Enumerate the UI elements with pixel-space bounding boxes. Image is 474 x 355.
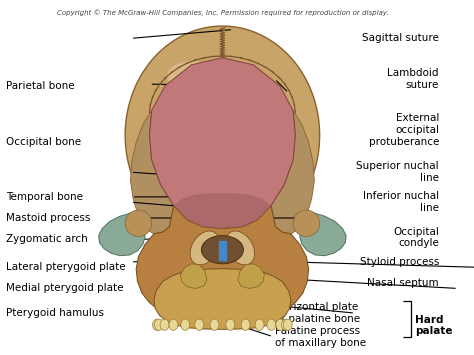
Text: Copyright © The McGraw-Hill Companies, Inc. Permission required for reproduction: Copyright © The McGraw-Hill Companies, I… xyxy=(56,9,388,16)
Polygon shape xyxy=(271,110,314,234)
Text: Nasal septum: Nasal septum xyxy=(367,278,439,288)
Ellipse shape xyxy=(255,319,264,331)
Ellipse shape xyxy=(226,319,235,331)
Text: Zygomatic arch: Zygomatic arch xyxy=(6,234,88,244)
Text: External
occipital
protuberance: External occipital protuberance xyxy=(369,113,439,147)
Text: Inferior nuchal
line: Inferior nuchal line xyxy=(363,191,439,213)
Text: Temporal bone: Temporal bone xyxy=(6,192,83,202)
Text: Superior nuchal
line: Superior nuchal line xyxy=(356,162,439,183)
Ellipse shape xyxy=(226,231,255,265)
Text: Styloid process: Styloid process xyxy=(360,257,439,267)
Ellipse shape xyxy=(125,210,152,236)
Text: Horizontal plate
of palatine bone: Horizontal plate of palatine bone xyxy=(275,302,361,324)
Ellipse shape xyxy=(169,319,178,331)
Polygon shape xyxy=(149,58,295,229)
Polygon shape xyxy=(130,110,174,234)
Polygon shape xyxy=(99,213,145,256)
Polygon shape xyxy=(238,264,264,289)
Text: Lateral pterygoid plate: Lateral pterygoid plate xyxy=(6,262,126,272)
Ellipse shape xyxy=(201,236,243,264)
Ellipse shape xyxy=(241,319,250,331)
Text: Sagittal suture: Sagittal suture xyxy=(362,33,439,43)
Ellipse shape xyxy=(181,319,190,331)
Text: Occipital bone: Occipital bone xyxy=(6,137,81,147)
Ellipse shape xyxy=(155,319,164,331)
Polygon shape xyxy=(136,206,309,324)
Ellipse shape xyxy=(283,319,292,331)
Text: Occipital
condyle: Occipital condyle xyxy=(393,226,439,248)
Text: Palatine process
of maxillary bone: Palatine process of maxillary bone xyxy=(275,326,366,348)
Text: Parietal bone: Parietal bone xyxy=(6,81,74,91)
Ellipse shape xyxy=(195,319,204,331)
Ellipse shape xyxy=(190,231,219,265)
Ellipse shape xyxy=(210,319,219,331)
Ellipse shape xyxy=(267,319,276,331)
Polygon shape xyxy=(181,264,207,289)
Ellipse shape xyxy=(293,210,319,236)
Text: Mastoid process: Mastoid process xyxy=(6,213,90,223)
Polygon shape xyxy=(125,26,319,245)
Ellipse shape xyxy=(282,319,291,331)
Polygon shape xyxy=(300,213,346,256)
Polygon shape xyxy=(154,269,291,329)
Text: Lambdoid
suture: Lambdoid suture xyxy=(387,68,439,90)
Text: Hard
palate: Hard palate xyxy=(415,315,452,336)
Ellipse shape xyxy=(153,319,162,331)
Ellipse shape xyxy=(160,319,169,331)
Text: Pterygoid hamulus: Pterygoid hamulus xyxy=(6,308,104,318)
Polygon shape xyxy=(174,193,271,229)
Text: Medial pterygoid plate: Medial pterygoid plate xyxy=(6,283,123,294)
Ellipse shape xyxy=(276,319,285,331)
Ellipse shape xyxy=(167,61,216,89)
